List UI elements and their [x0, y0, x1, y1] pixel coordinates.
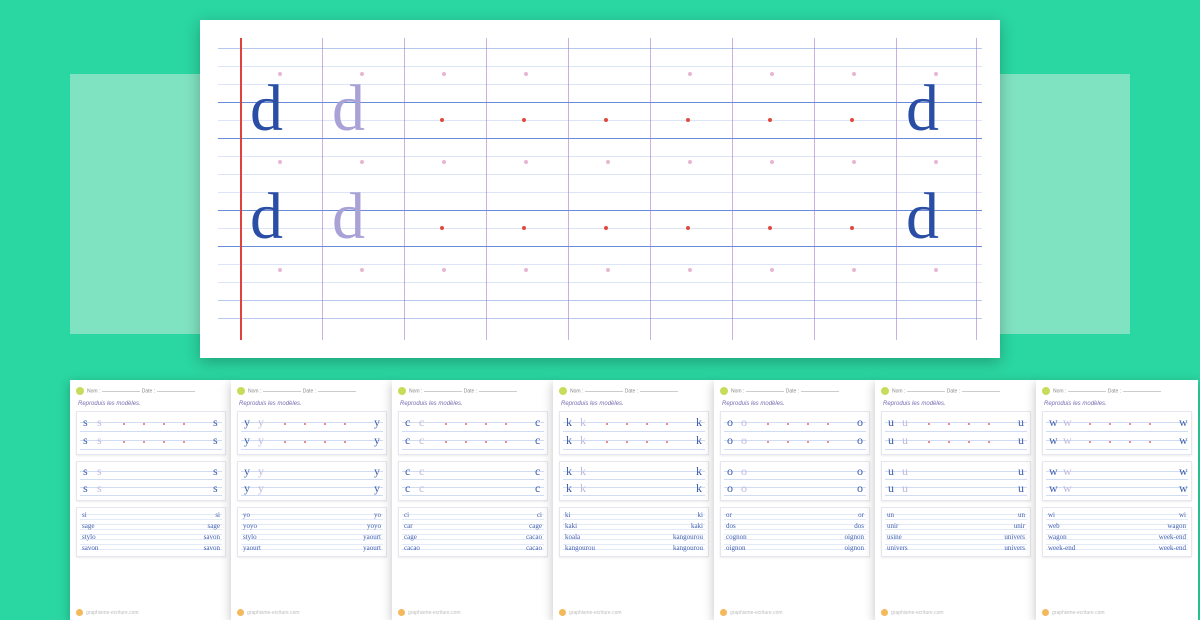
- main-worksheet: dddddd: [200, 20, 1000, 358]
- worksheet-thumbnail[interactable]: Nom : Date :Reproduis les modèles.cccccc…: [392, 380, 554, 620]
- model-letter: d: [332, 184, 365, 250]
- worksheet-thumbnail[interactable]: Nom : Date :Reproduis les modèles.uuuuuu…: [875, 380, 1037, 620]
- model-letter: d: [332, 76, 365, 142]
- model-letter: d: [250, 184, 283, 250]
- model-letter: d: [250, 76, 283, 142]
- model-letter: d: [906, 76, 939, 142]
- worksheet-thumbnail[interactable]: Nom : Date :Reproduis les modèles.wwwwww…: [1036, 380, 1198, 620]
- thumbnail-row: Nom : Date :Reproduis les modèles.ssssss…: [70, 380, 1200, 620]
- seyes-grid: dddddd: [218, 38, 982, 340]
- worksheet-thumbnail[interactable]: Nom : Date :Reproduis les modèles.kkkkkk…: [553, 380, 715, 620]
- model-letter: d: [906, 184, 939, 250]
- worksheet-thumbnail[interactable]: Nom : Date :Reproduis les modèles.yyyyyy…: [231, 380, 393, 620]
- worksheet-thumbnail[interactable]: Nom : Date :Reproduis les modèles.ssssss…: [70, 380, 232, 620]
- worksheet-thumbnail[interactable]: Nom : Date :Reproduis les modèles.oooooo…: [714, 380, 876, 620]
